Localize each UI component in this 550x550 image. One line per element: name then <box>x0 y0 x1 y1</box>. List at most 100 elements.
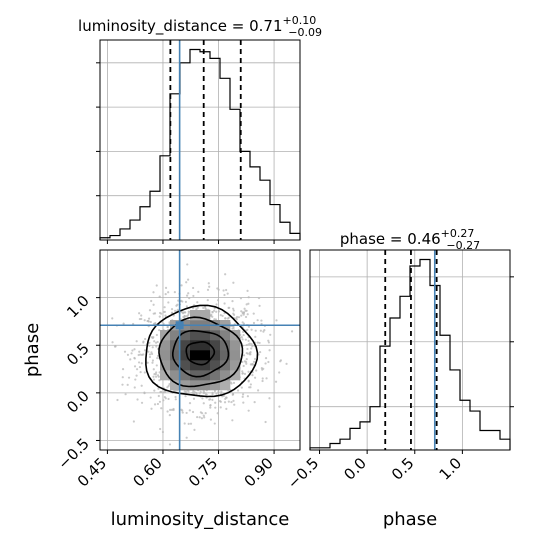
sample-point <box>252 312 255 315</box>
sample-point <box>196 301 199 304</box>
sample-point <box>231 392 235 396</box>
sample-point <box>192 294 195 298</box>
sample-point <box>217 390 220 393</box>
sample-point <box>135 340 138 343</box>
sample-point <box>249 350 252 354</box>
sample-point <box>240 314 243 317</box>
contour-level-1 <box>172 329 230 378</box>
density-cell <box>170 380 181 391</box>
sample-point <box>263 328 266 332</box>
sample-point <box>164 314 167 317</box>
sample-point <box>247 380 250 383</box>
sample-point <box>206 299 209 302</box>
sample-point <box>150 351 153 354</box>
sample-point <box>123 350 127 353</box>
sample-point <box>285 362 288 365</box>
sample-point <box>243 360 247 363</box>
joint-ticks <box>96 297 275 454</box>
joint-y-tick-label: 0.5 <box>63 339 93 369</box>
sample-point <box>256 341 259 344</box>
sample-point <box>155 333 158 337</box>
sample-point <box>155 371 158 374</box>
sample-point <box>246 289 249 293</box>
sample-point <box>174 309 177 312</box>
sample-point <box>201 397 204 400</box>
sample-point <box>206 288 210 291</box>
sample-point <box>253 376 257 379</box>
sample-point <box>245 303 248 306</box>
sample-point <box>133 386 136 389</box>
sample-point <box>188 310 191 313</box>
sample-point <box>244 315 248 319</box>
sample-point <box>223 401 227 404</box>
sample-point <box>121 368 125 371</box>
sample-point <box>246 347 249 351</box>
sample-point <box>175 304 178 307</box>
density-cell <box>180 360 191 371</box>
sample-point <box>264 357 268 360</box>
luminosity-distance-title-value: 0.71 <box>249 17 282 35</box>
sample-point <box>269 333 272 336</box>
density-cell <box>170 350 181 361</box>
sample-point <box>185 436 188 439</box>
sample-point <box>250 343 253 346</box>
sample-point <box>251 374 254 377</box>
sample-point <box>250 328 253 331</box>
sample-point <box>209 314 213 317</box>
sample-point <box>279 360 282 363</box>
sample-point <box>174 398 177 401</box>
density-cell <box>170 370 181 381</box>
joint-x-tick-label: 0.90 <box>241 454 277 490</box>
sample-point <box>211 398 214 401</box>
sample-point <box>152 291 155 294</box>
sample-point <box>170 408 174 411</box>
contour-level-0 <box>185 340 216 366</box>
density-cell <box>190 340 201 351</box>
sample-point <box>152 335 155 339</box>
sample-point <box>204 393 208 396</box>
sample-point <box>130 352 133 355</box>
density-cell <box>160 360 171 371</box>
sample-point <box>258 304 261 307</box>
sample-point <box>160 390 163 394</box>
sample-point <box>245 343 248 347</box>
sample-point <box>211 393 214 396</box>
sample-point <box>226 292 229 295</box>
sample-point <box>184 395 187 398</box>
phase-hist-grid <box>310 250 510 450</box>
density-cell <box>210 350 221 361</box>
sample-point <box>268 349 271 352</box>
sample-point <box>202 391 205 395</box>
sample-point <box>243 307 246 310</box>
phase-histogram-panel: −0.5 0.0 0.5 1.0 phase = 0.46+0.27 −0.27 pha… <box>284 227 514 530</box>
sample-point <box>162 322 165 325</box>
sample-point <box>187 422 190 425</box>
sample-point <box>241 395 244 398</box>
sample-point <box>207 282 210 285</box>
sample-point <box>209 406 212 409</box>
sample-point <box>152 375 155 378</box>
sample-point <box>202 414 205 417</box>
sample-point <box>132 420 135 423</box>
sample-point <box>138 365 142 369</box>
sample-point <box>185 281 188 284</box>
sample-point <box>232 281 235 284</box>
sample-point <box>142 340 145 343</box>
sample-point <box>240 336 243 339</box>
sample-point <box>121 376 124 379</box>
density-cell <box>180 340 191 351</box>
phase-hist-ticks <box>319 276 514 454</box>
sample-point <box>228 306 231 309</box>
sample-point <box>226 317 230 320</box>
sample-point <box>200 417 204 420</box>
sample-point <box>127 376 131 379</box>
sample-point <box>214 318 218 321</box>
sample-point <box>140 401 144 404</box>
sample-point <box>209 404 212 407</box>
sample-point <box>151 346 154 349</box>
sample-point <box>170 311 174 314</box>
phase-x-tick-label: 1.0 <box>436 454 466 484</box>
sample-point <box>198 392 201 395</box>
phase-title: phase = 0.46+0.27 −0.27 <box>340 227 480 252</box>
